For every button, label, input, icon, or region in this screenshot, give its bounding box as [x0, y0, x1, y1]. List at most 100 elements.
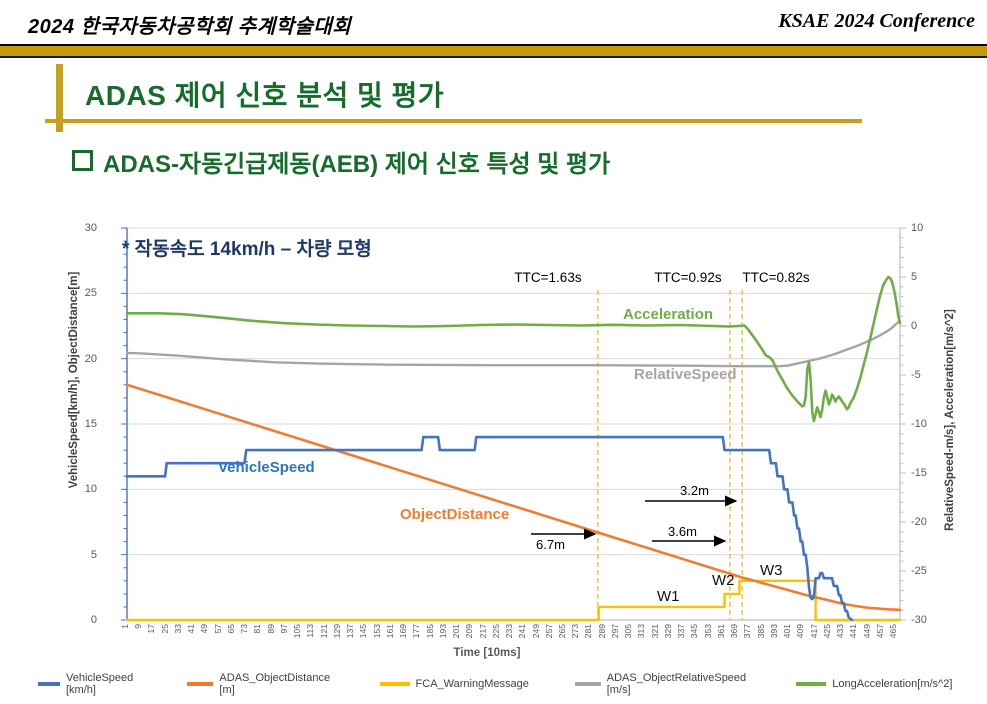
square-bullet-icon: [72, 150, 93, 171]
y-right-axis-title: RelativeSpeed-m/s], Acceleration[m/s^2]: [944, 309, 956, 531]
x-tick-label: 441: [848, 624, 859, 639]
x-tick-label: 465: [888, 624, 899, 639]
y-right-tick-label: -5: [911, 369, 921, 381]
x-tick-label: 17: [146, 624, 157, 634]
x-tick-label: 161: [384, 624, 395, 639]
series-label: VehicleSpeed: [218, 459, 315, 476]
x-tick-label: 257: [543, 624, 554, 639]
x-tick-label: 25: [159, 624, 170, 634]
x-tick-label: 233: [504, 624, 515, 639]
x-tick-label: 433: [835, 624, 846, 639]
legend-swatch-icon: [379, 682, 410, 686]
y-left-tick-label: 5: [90, 548, 97, 561]
x-tick-label: 185: [424, 624, 435, 639]
distance-label: 3.2m: [680, 483, 709, 498]
x-tick-label: 153: [371, 624, 382, 639]
x-tick-label: 321: [649, 624, 660, 639]
series-label: Acceleration: [623, 306, 714, 323]
x-tick-label: 409: [795, 624, 806, 639]
x-tick-label: 425: [821, 624, 832, 639]
x-tick-label: 337: [676, 624, 687, 639]
x-tick-label: 385: [755, 624, 766, 639]
legend-label: VehicleSpeed [km/h]: [65, 672, 134, 696]
ttc-label: TTC=1.63s: [514, 270, 582, 285]
x-tick-label: 121: [318, 624, 329, 639]
x-tick-label: 201: [451, 624, 462, 639]
x-tick-label: 217: [477, 624, 488, 639]
x-tick-label: 353: [702, 624, 713, 639]
y-right-tick-label: 5: [911, 271, 918, 283]
chart-legend: VehicleSpeed [km/h] ADAS_ObjectDistance […: [37, 672, 952, 696]
y-right-tick-label: 0: [911, 320, 918, 332]
warning-stage-label: W1: [657, 588, 680, 605]
legend-swatch-icon: [37, 682, 60, 686]
y-left-axis-title: VehicleSpeed[km/h], ObjectDistance[m]: [68, 271, 80, 489]
x-tick-label: 249: [530, 624, 541, 639]
x-tick-label: 33: [172, 624, 183, 634]
x-tick-label: 313: [636, 624, 647, 639]
y-left-tick-label: 15: [84, 418, 97, 430]
subtitle-text: ADAS-자동긴급제동(AEB) 제어 신호 특성 및 평가: [103, 151, 611, 178]
y-right-tick-label: 10: [911, 222, 924, 234]
x-tick-label: 73: [239, 624, 250, 634]
x-tick-label: 225: [490, 624, 501, 639]
subtitle: ADAS-자동긴급제동(AEB) 제어 신호 특성 및 평가: [72, 144, 610, 179]
legend-label: FCA_WarningMessage: [415, 678, 529, 690]
fca_warningmessage-line: [125, 579, 902, 622]
x-tick-label: 345: [689, 624, 700, 639]
y-right-tick-label: -30: [911, 614, 927, 626]
x-tick-label: 169: [398, 624, 409, 639]
x-tick-label: 49: [199, 624, 210, 634]
x-tick-label: 97: [278, 624, 289, 634]
x-tick-label: 457: [874, 624, 885, 639]
y-left-tick-label: 30: [84, 222, 97, 234]
x-tick-label: 65: [225, 624, 236, 634]
title-underline: [45, 119, 862, 123]
y-left-tick-label: 20: [84, 352, 97, 365]
y-left-tick-label: 10: [84, 483, 97, 496]
chart-note: * 작동속도 14km/h – 차량 모형: [122, 239, 372, 260]
x-tick-label: 241: [517, 624, 528, 639]
y-left-tick-label: 25: [84, 287, 97, 300]
x-tick-label: 329: [662, 624, 673, 639]
x-tick-label: 41: [186, 624, 197, 634]
legend-label: ADAS_ObjectRelativeSpeed [m/s]: [606, 672, 747, 696]
y-left-tick-label: 0: [90, 614, 97, 626]
legend-label: ADAS_ObjectDistance [m]: [219, 672, 331, 696]
adas_objectrelativespeed-line: [125, 319, 902, 368]
legend-item: ADAS_ObjectDistance [m]: [186, 672, 334, 696]
x-tick-label: 265: [556, 624, 567, 639]
x-tick-label: 193: [437, 624, 448, 639]
x-tick-label: 273: [570, 624, 581, 639]
ttc-label: TTC=0.82s: [742, 270, 810, 285]
x-tick-label: 89: [265, 624, 276, 634]
warning-stage-label: W3: [760, 562, 783, 579]
legend-item: ADAS_ObjectRelativeSpeed [m/s]: [574, 672, 750, 696]
header-left-text: 2024 한국자동차공학회 추계학술대회: [28, 16, 352, 38]
x-tick-label: 145: [358, 624, 369, 639]
x-tick-label: 81: [252, 624, 263, 634]
header-divider-band: [0, 44, 987, 58]
legend-item: VehicleSpeed [km/h]: [37, 672, 141, 696]
series-label: ObjectDistance: [400, 506, 510, 523]
x-tick-label: 305: [623, 624, 634, 639]
x-tick-label: 281: [583, 624, 594, 639]
x-tick-label: 369: [729, 624, 740, 639]
warning-stage-label: W2: [712, 572, 735, 589]
legend-item: LongAcceleration[m/s^2]: [796, 678, 952, 690]
legend-swatch-icon: [186, 682, 214, 686]
title-accent-bar: [56, 64, 63, 132]
x-tick-label: 417: [808, 624, 819, 639]
legend-swatch-icon: [796, 682, 827, 686]
series-label: RelativeSpeed: [634, 366, 737, 383]
x-tick-label: 57: [212, 624, 223, 634]
ttc-label: TTC=0.92s: [654, 270, 722, 285]
y-right-tick-label: -20: [911, 516, 927, 528]
adas_objectdistance-line: [125, 383, 902, 612]
legend-item: FCA_WarningMessage: [379, 678, 529, 690]
x-tick-label: 137: [345, 624, 356, 639]
x-tick-label: 361: [715, 624, 726, 639]
page-title: ADAS 제어 신호 분석 및 평가: [85, 80, 445, 111]
distance-label: 3.6m: [668, 524, 697, 539]
distance-label: 6.7m: [536, 537, 565, 552]
